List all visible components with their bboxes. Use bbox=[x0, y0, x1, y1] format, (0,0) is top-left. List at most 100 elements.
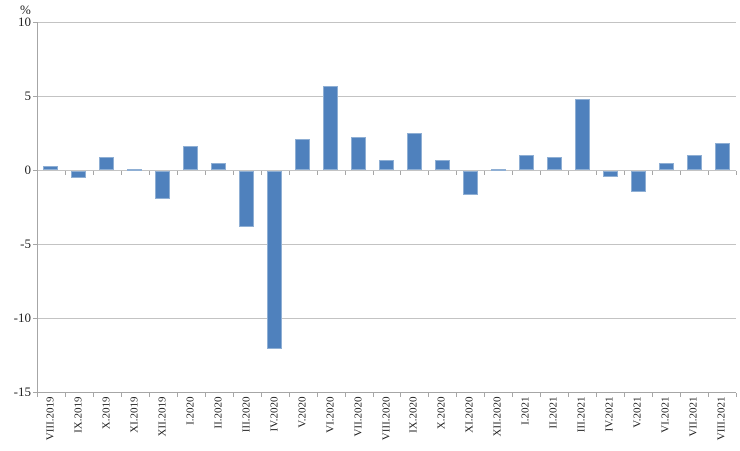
zero-line-tick bbox=[512, 171, 513, 175]
zero-line-tick bbox=[205, 171, 206, 175]
x-category-label: X.2019 bbox=[100, 396, 113, 430]
zero-line-tick bbox=[345, 171, 346, 175]
bar bbox=[463, 171, 478, 195]
x-category-label: XI.2020 bbox=[463, 396, 476, 433]
zero-line-tick bbox=[708, 171, 709, 175]
zero-line-tick bbox=[624, 171, 625, 175]
x-category-label: XII.2020 bbox=[491, 396, 504, 437]
bottom-axis-tick bbox=[289, 393, 290, 397]
bar bbox=[295, 139, 310, 170]
zero-line-tick bbox=[736, 171, 737, 175]
bottom-axis-tick bbox=[652, 393, 653, 397]
y-tick-mark bbox=[33, 392, 37, 393]
zero-line-tick bbox=[540, 171, 541, 175]
zero-line-tick bbox=[484, 171, 485, 175]
bar bbox=[71, 171, 86, 178]
x-category-label: VI.2021 bbox=[659, 396, 672, 433]
bottom-axis-tick bbox=[373, 393, 374, 397]
bottom-axis-tick bbox=[708, 393, 709, 397]
zero-line-tick bbox=[93, 171, 94, 175]
bar bbox=[687, 155, 702, 170]
y-tick-label: 0 bbox=[24, 162, 32, 177]
bar bbox=[211, 163, 226, 170]
y-tick-mark bbox=[33, 96, 37, 97]
zero-line-tick bbox=[428, 171, 429, 175]
x-category-label: II.2020 bbox=[212, 396, 225, 429]
bar bbox=[659, 163, 674, 170]
x-category-label: V.2021 bbox=[631, 396, 644, 428]
zero-line-tick bbox=[652, 171, 653, 175]
x-category-label: II.2021 bbox=[547, 396, 560, 429]
bottom-axis-tick bbox=[205, 393, 206, 397]
bar bbox=[631, 171, 646, 192]
x-category-label: VII.2021 bbox=[687, 396, 700, 437]
bottom-axis-tick bbox=[65, 393, 66, 397]
bottom-axis-tick bbox=[484, 393, 485, 397]
gridline-y--5 bbox=[37, 244, 736, 245]
bottom-axis-tick bbox=[400, 393, 401, 397]
bottom-axis-tick bbox=[512, 393, 513, 397]
x-category-label: IX.2019 bbox=[72, 396, 85, 433]
bottom-axis-tick bbox=[93, 393, 94, 397]
bar bbox=[575, 99, 590, 170]
bar bbox=[715, 143, 730, 170]
bar bbox=[323, 86, 338, 170]
x-category-label: III.2021 bbox=[575, 396, 588, 433]
bottom-axis-tick bbox=[736, 393, 737, 397]
x-category-label: VI.2020 bbox=[324, 396, 337, 433]
zero-line-tick bbox=[289, 171, 290, 175]
y-tick-label: 5 bbox=[24, 88, 32, 103]
y-tick-mark bbox=[33, 318, 37, 319]
y-tick-mark bbox=[33, 170, 37, 171]
zero-line-tick bbox=[596, 171, 597, 175]
x-category-label: IX.2020 bbox=[407, 396, 420, 433]
bottom-axis-tick bbox=[345, 393, 346, 397]
bar bbox=[267, 171, 282, 349]
bar bbox=[379, 160, 394, 170]
bottom-axis-tick bbox=[596, 393, 597, 397]
bottom-axis-tick bbox=[680, 393, 681, 397]
gridline-y-5 bbox=[37, 96, 736, 97]
zero-line-tick bbox=[149, 171, 150, 175]
bar bbox=[491, 169, 506, 171]
x-category-label: VIII.2019 bbox=[44, 396, 57, 441]
x-category-label: III.2020 bbox=[240, 396, 253, 433]
bottom-axis-tick bbox=[624, 393, 625, 397]
x-axis-bottom-line bbox=[37, 392, 736, 393]
bottom-axis-tick bbox=[261, 393, 262, 397]
x-category-label: IV.2021 bbox=[603, 396, 616, 432]
y-axis-line bbox=[37, 22, 38, 393]
zero-line-tick bbox=[373, 171, 374, 175]
y-tick-label: -5 bbox=[20, 236, 31, 251]
y-tick-mark bbox=[33, 22, 37, 23]
bar bbox=[435, 160, 450, 170]
bar bbox=[183, 146, 198, 170]
bottom-axis-tick bbox=[568, 393, 569, 397]
gridline-y-10 bbox=[37, 22, 736, 23]
bar bbox=[99, 157, 114, 170]
zero-line-tick bbox=[261, 171, 262, 175]
zero-line-tick bbox=[233, 171, 234, 175]
bottom-axis-tick bbox=[149, 393, 150, 397]
zero-line-tick bbox=[37, 171, 38, 175]
y-axis-unit-label: % bbox=[20, 2, 31, 17]
zero-line-tick bbox=[400, 171, 401, 175]
bar bbox=[127, 169, 142, 171]
gridline-y--10 bbox=[37, 318, 736, 319]
bottom-axis-tick bbox=[233, 393, 234, 397]
zero-line-tick bbox=[177, 171, 178, 175]
x-category-label: VIII.2021 bbox=[715, 396, 728, 441]
bottom-axis-tick bbox=[121, 393, 122, 397]
bar bbox=[155, 171, 170, 199]
bar bbox=[603, 171, 618, 177]
x-category-label: I.2021 bbox=[519, 396, 532, 425]
zero-line-tick bbox=[568, 171, 569, 175]
bar bbox=[43, 166, 58, 170]
x-category-label: VIII.2020 bbox=[380, 396, 393, 441]
bar bbox=[519, 155, 534, 170]
y-tick-label: 10 bbox=[18, 14, 31, 29]
x-category-label: XII.2019 bbox=[156, 396, 169, 437]
gridline-y-0 bbox=[37, 170, 736, 171]
x-category-label: I.2020 bbox=[184, 396, 197, 425]
y-tick-label: -15 bbox=[13, 384, 31, 399]
